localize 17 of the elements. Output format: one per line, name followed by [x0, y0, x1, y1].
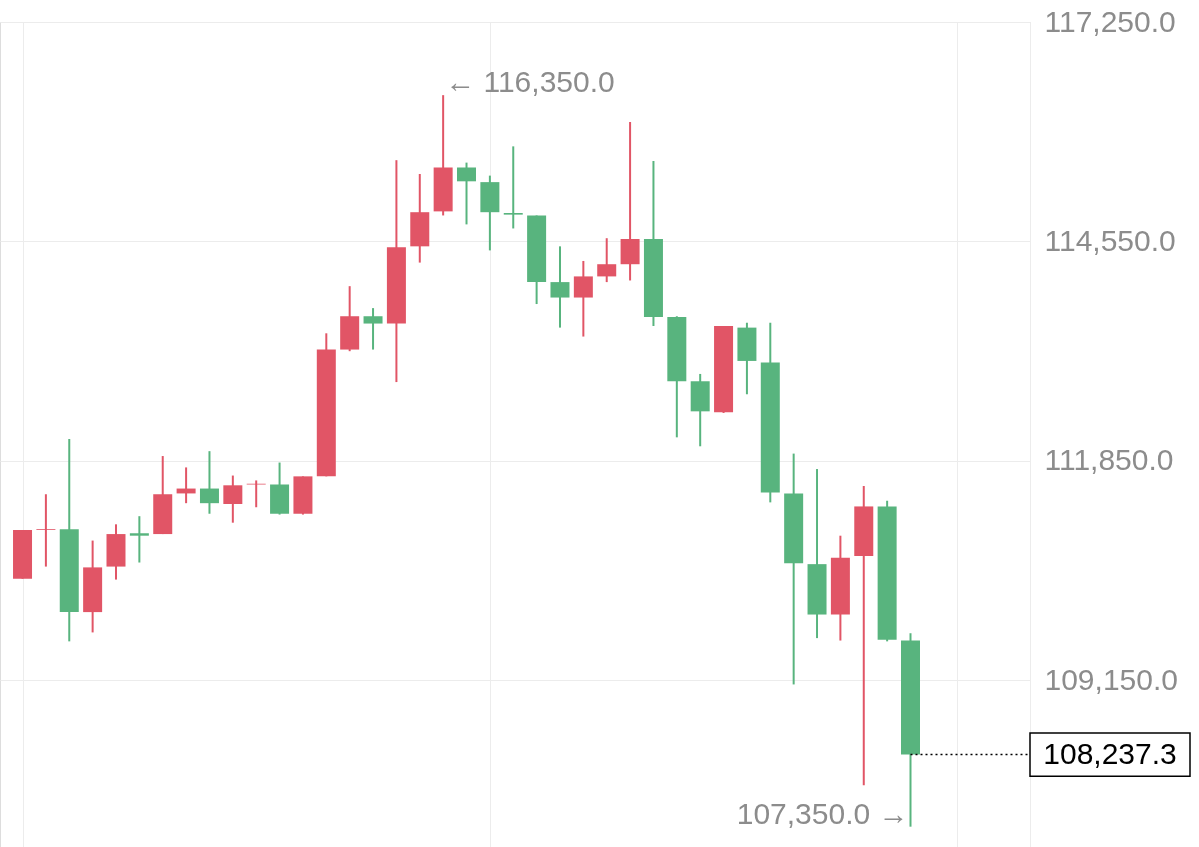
ref-line-label: 108,237.3 [1043, 736, 1177, 770]
candlestick [223, 474, 243, 524]
candlestick [363, 307, 383, 351]
candlestick [597, 237, 617, 284]
candlestick [129, 515, 149, 564]
candlestick [503, 145, 523, 230]
annotation: 107,350.0 → [736, 796, 909, 830]
y-tick-label: 111,850.0 [1044, 443, 1174, 477]
annotation: ← 116,350.0 [445, 65, 615, 99]
y-tick-label: 114,550.0 [1044, 223, 1176, 257]
y-tick-label: 109,150.0 [1044, 662, 1178, 696]
y-tick-label: 117,250.0 [1044, 4, 1176, 38]
candlestick [199, 450, 219, 515]
candlestick [550, 245, 570, 329]
candlestick [573, 259, 593, 338]
candlestick [36, 493, 56, 568]
candlestick [457, 161, 477, 226]
